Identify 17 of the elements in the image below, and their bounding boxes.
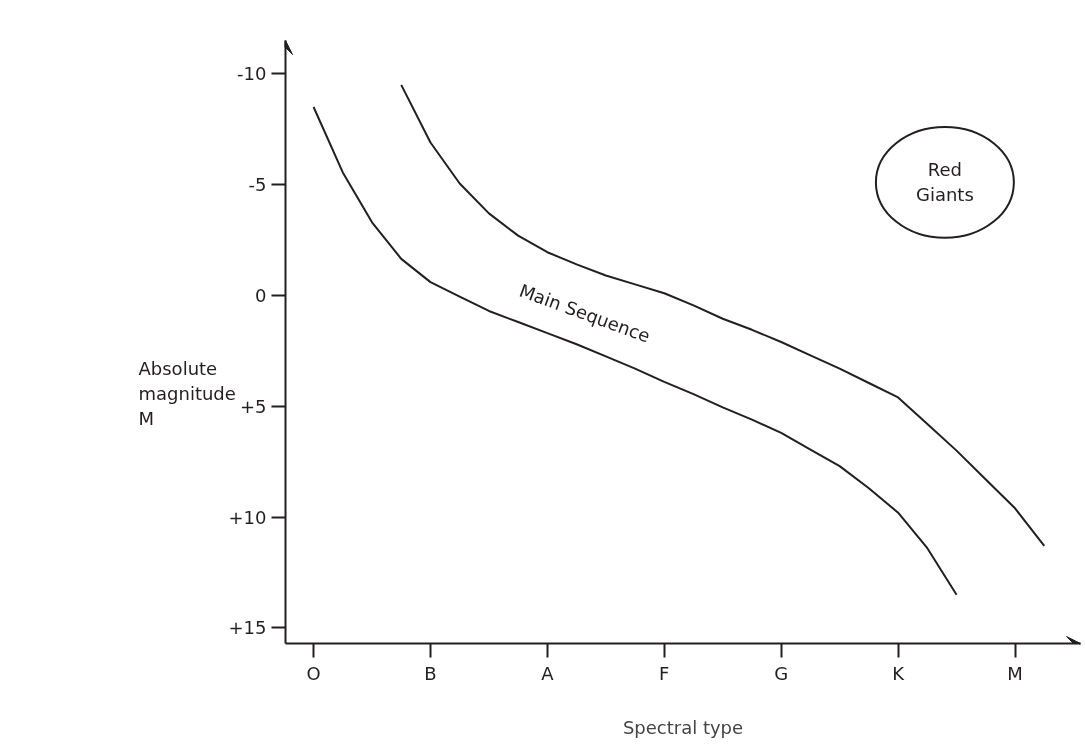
y-tick-label: +10	[228, 506, 267, 528]
x-tick-label: G	[774, 662, 789, 684]
x-tick-label: O	[306, 662, 321, 684]
y-axis-title: Absolute magnitude M	[138, 357, 236, 430]
x-tick-label: B	[424, 662, 437, 684]
x-tick-label: A	[541, 662, 555, 684]
line-series	[400, 83, 1046, 547]
y-tick-label: 0	[255, 284, 267, 306]
y-tick-label: -10	[237, 63, 267, 85]
y-tick-label: -5	[248, 174, 267, 196]
annotation: Red Giants	[915, 159, 974, 206]
x-tick-label: F	[659, 662, 670, 684]
y-tick-label: +15	[228, 617, 267, 639]
x-axis-title: Spectral type	[622, 716, 744, 738]
x-tick-label: K	[892, 662, 906, 684]
y-tick-label: +5	[239, 395, 267, 417]
x-tick-label: M	[1007, 662, 1023, 684]
